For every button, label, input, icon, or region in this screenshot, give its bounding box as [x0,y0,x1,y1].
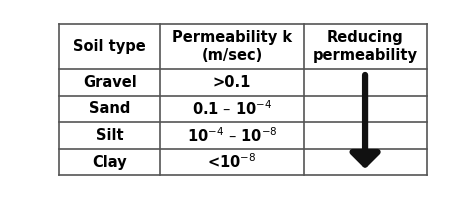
Text: Sand: Sand [89,101,130,116]
Text: >0.1: >0.1 [213,75,251,90]
Text: 10$^{-4}$ – 10$^{-8}$: 10$^{-4}$ – 10$^{-8}$ [187,126,277,145]
Text: Gravel: Gravel [83,75,137,90]
Text: Reducing
permeability: Reducing permeability [312,30,418,63]
Text: Silt: Silt [96,128,124,143]
Text: 0.1 – 10$^{-4}$: 0.1 – 10$^{-4}$ [191,100,272,118]
Text: Clay: Clay [92,155,127,170]
Text: Permeability k
(m/sec): Permeability k (m/sec) [172,30,292,63]
Text: <10$^{-8}$: <10$^{-8}$ [207,153,256,171]
Text: Soil type: Soil type [73,39,146,54]
